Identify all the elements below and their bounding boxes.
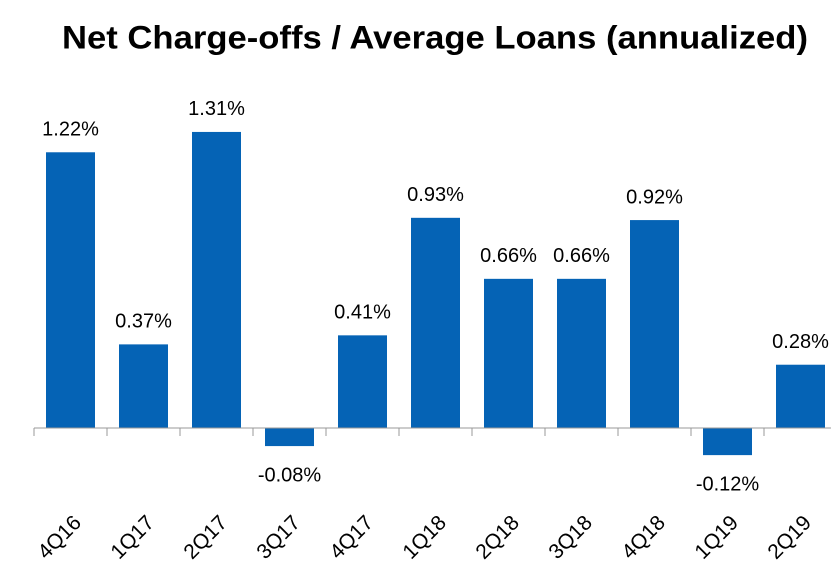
value-label: 0.93% (407, 184, 464, 206)
value-label: 0.92% (626, 186, 683, 208)
x-tick-label: 2Q17 (179, 511, 232, 564)
x-tick-label: 3Q18 (544, 511, 597, 564)
value-label: 1.31% (188, 98, 245, 120)
value-label: 0.66% (553, 245, 610, 267)
value-label: 0.41% (334, 302, 391, 324)
x-tick-label: 2Q19 (763, 511, 816, 564)
value-label: 0.37% (115, 311, 172, 333)
x-tick-label: 3Q17 (252, 511, 305, 564)
value-label: -0.12% (696, 473, 760, 495)
x-tick-label: 4Q17 (325, 511, 378, 564)
bar (630, 220, 679, 428)
x-tick-label: 2Q18 (471, 511, 524, 564)
chart-title: Net Charge-offs / Average Loans (annuali… (62, 19, 808, 55)
bar (46, 152, 95, 428)
value-label: 1.22% (42, 119, 99, 141)
x-tick-label: 4Q16 (33, 511, 86, 564)
bar (119, 344, 168, 428)
bar (338, 335, 387, 428)
x-tick-label: 1Q17 (106, 511, 159, 564)
bar (411, 217, 460, 428)
bar (557, 278, 606, 428)
bar (703, 428, 752, 456)
x-tick-label: 4Q18 (617, 511, 670, 564)
value-label: -0.08% (258, 464, 322, 486)
bar (192, 131, 241, 428)
value-label: 0.28% (772, 331, 829, 353)
bar (776, 364, 825, 428)
x-tick-label: 1Q19 (690, 511, 743, 564)
value-label: 0.66% (480, 245, 537, 267)
x-tick-label: 1Q18 (398, 511, 451, 564)
bar (265, 428, 314, 447)
bar (484, 278, 533, 428)
